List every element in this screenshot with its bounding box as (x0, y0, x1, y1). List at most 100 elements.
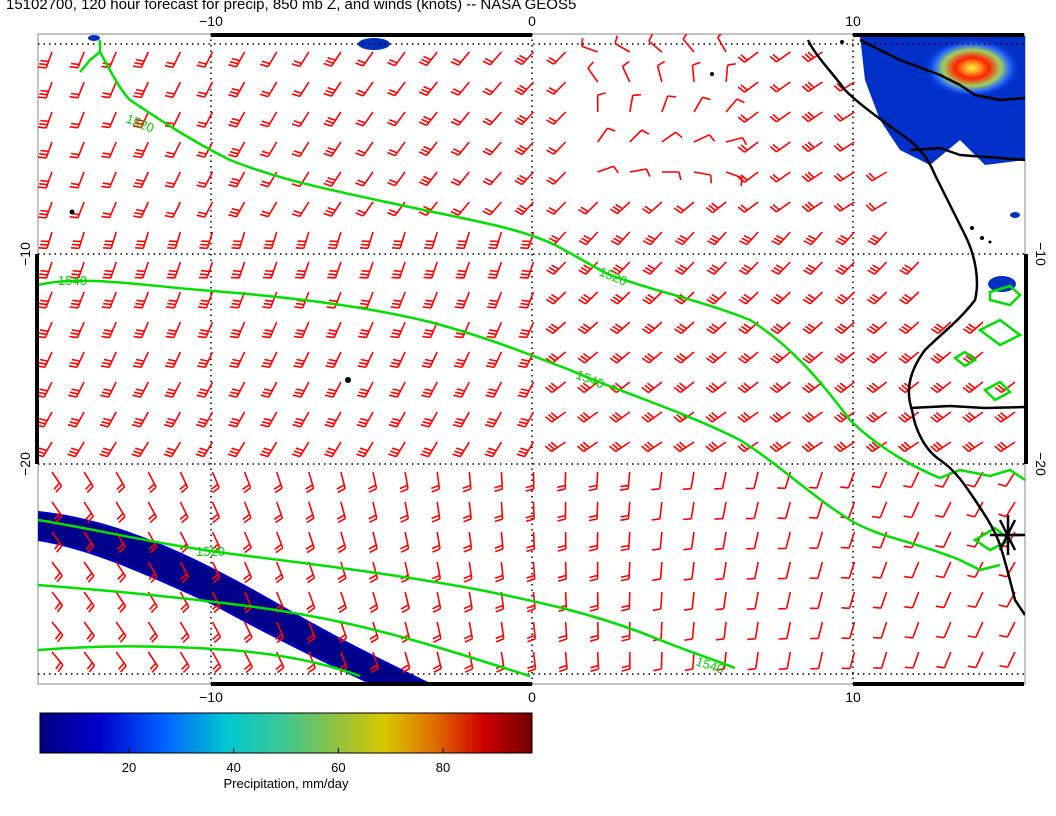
wind-barb (737, 141, 759, 153)
wind-barb (482, 171, 503, 186)
wind-barb (903, 561, 920, 579)
wind-barb (967, 651, 984, 669)
wind-barb (514, 81, 535, 96)
wind-barb (651, 531, 663, 551)
precip-spot (88, 35, 100, 41)
wind-barb (450, 141, 470, 156)
wind-barb (368, 561, 379, 584)
wind-barb (544, 441, 567, 453)
wind-barb (291, 111, 310, 128)
wind-barb (803, 261, 823, 275)
wind-barb (418, 171, 438, 187)
wind-barb (165, 321, 182, 339)
wind-barb (99, 441, 117, 458)
lat-label-right: −20 (1033, 452, 1049, 476)
wind-barb (327, 261, 342, 279)
wind-barb (263, 231, 278, 250)
wind-barb (835, 261, 856, 275)
wind-barb (546, 141, 567, 155)
wind-barb (83, 531, 95, 553)
wind-barb (738, 291, 759, 305)
wind-barb (401, 651, 411, 674)
wind-barb (620, 561, 631, 582)
wind-barb (966, 501, 984, 518)
wind-barb (101, 321, 117, 339)
wind-barb (69, 291, 85, 309)
wind-barb (936, 651, 952, 669)
wind-barb (834, 291, 856, 305)
wind-barb (336, 471, 346, 494)
wind-barb (801, 141, 823, 153)
wind-barb (899, 291, 920, 305)
wind-barb (418, 81, 438, 97)
wind-barb (242, 531, 252, 554)
wind-barb (450, 171, 470, 186)
wind-barb (589, 561, 599, 582)
wind-barb (387, 111, 406, 127)
wind-barb (620, 501, 631, 522)
wind-barb (101, 81, 117, 99)
wind-barb (930, 381, 952, 394)
wind-barb (809, 531, 824, 550)
wind-barb (355, 171, 374, 187)
wind-barb (629, 168, 651, 177)
wind-barb (228, 51, 246, 68)
wind-barb (292, 411, 310, 428)
wind-barb (418, 111, 438, 127)
wind-barb (577, 411, 599, 423)
map-title: 15102700, 120 hour forecast for precip, … (6, 0, 577, 13)
wind-barb (833, 81, 855, 92)
wind-barb (387, 141, 406, 157)
wind-barb (163, 441, 182, 458)
wind-barb (291, 51, 310, 68)
wind-barb (769, 111, 791, 123)
wind-barb (994, 441, 1016, 453)
wind-barb (770, 351, 791, 364)
wind-barb (514, 111, 535, 126)
lon-label-top: 0 (528, 13, 536, 29)
wind-barb (132, 201, 150, 219)
wind-barb (866, 351, 888, 364)
wind-barb (841, 651, 856, 670)
wind-barb (167, 231, 182, 250)
wind-barb (100, 381, 117, 398)
wind-barb (421, 351, 438, 369)
wind-barb (132, 171, 150, 189)
wind-barb (324, 441, 342, 458)
wind-barb (725, 136, 748, 146)
wind-barb (771, 231, 791, 246)
wind-barb (51, 531, 63, 553)
wind-barb (115, 501, 126, 523)
wind-barb (517, 411, 535, 428)
wind-barb (684, 621, 695, 641)
wind-barb (432, 621, 442, 644)
wind-barb (651, 471, 663, 491)
wind-barb (867, 261, 888, 275)
wind-barb (83, 501, 94, 523)
wind-barb (770, 291, 791, 305)
wind-barb (629, 93, 642, 113)
wind-barb (196, 171, 214, 188)
wind-barb (746, 531, 759, 550)
wind-barb (38, 141, 53, 159)
wind-barb (738, 261, 759, 275)
wind-barb (164, 171, 182, 189)
axis-bars (35, 33, 1028, 686)
wind-barb (420, 441, 438, 458)
wind-barb (69, 321, 85, 339)
wind-barb (166, 291, 182, 309)
wind-barb (306, 621, 316, 644)
wind-barb (841, 591, 856, 610)
wind-barb (431, 471, 441, 493)
wind-barb (69, 51, 85, 69)
wind-barb (999, 651, 1016, 669)
wind-barb (546, 111, 567, 125)
wind-barb (115, 651, 127, 673)
wind-barb (275, 621, 285, 644)
wind-barb (962, 321, 984, 335)
wind-barb (661, 171, 682, 181)
wind-barb (133, 291, 150, 309)
lon-label-bottom: 10 (845, 689, 861, 705)
wind-barb (558, 621, 568, 643)
wind-barbs (38, 34, 1016, 674)
